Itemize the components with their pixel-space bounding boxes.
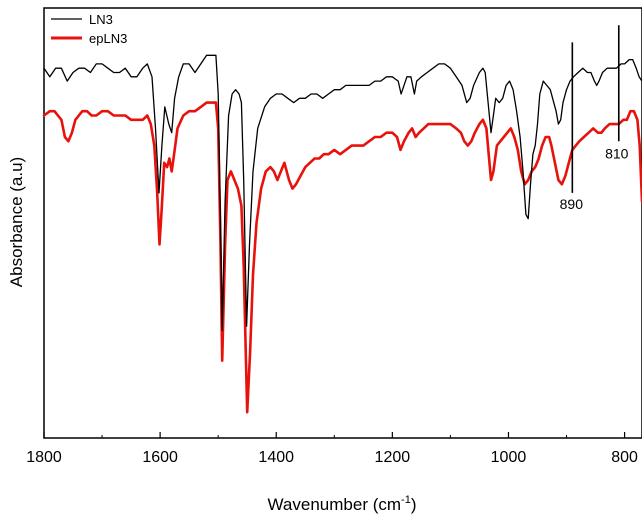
legend-label-epln3: epLN3 [89,31,127,46]
x-axis: 1800 1600 1400 1200 1000 800 [26,432,638,466]
x-tick-label-1400: 1400 [258,449,294,466]
legend: LN3 epLN3 [51,12,127,46]
annotation-label-890: 890 [560,196,584,212]
annotation-layer: 890 810 [560,25,629,212]
x-tick-label-1600: 1600 [142,449,178,466]
y-axis-title: Absorbance (a.u) [7,157,26,287]
legend-label-ln3: LN3 [89,12,113,27]
series-line-ln3 [43,54,642,332]
plot-frame [43,7,642,439]
x-tick-label-800: 800 [611,449,638,466]
series-line-epln3 [42,101,642,414]
series-layer [42,54,642,414]
x-tick-label-1000: 1000 [491,449,527,466]
x-tick-label-1200: 1200 [375,449,411,466]
annotation-label-810: 810 [605,145,629,161]
x-tick-label-1800: 1800 [26,449,62,466]
x-axis-title: Wavenumber (cm-1) [268,494,417,514]
